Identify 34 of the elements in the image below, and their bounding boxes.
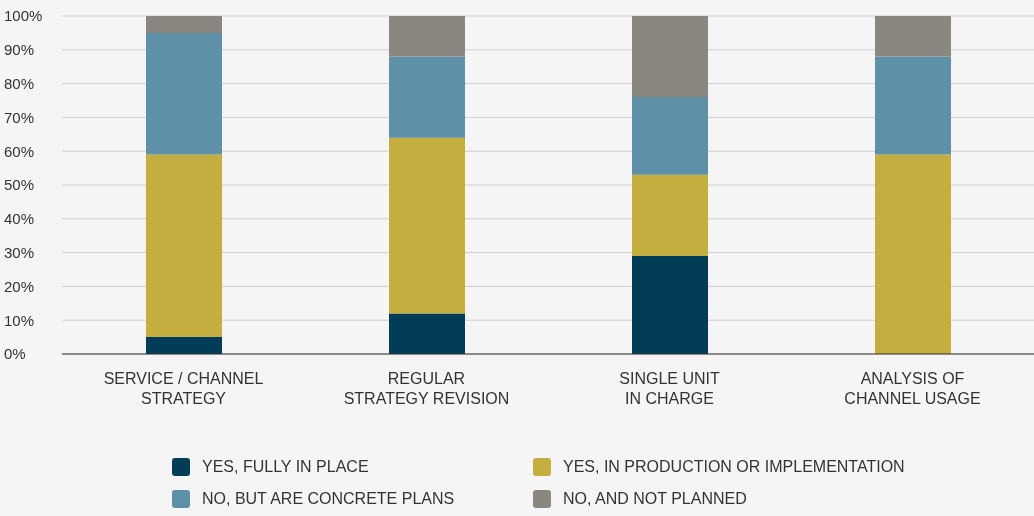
y-tick-label: 20% bbox=[4, 277, 35, 295]
y-tick-label: 0% bbox=[4, 345, 26, 363]
bar bbox=[389, 313, 465, 354]
x-tick-label: SINGLE UNIT IN CHARGE bbox=[619, 370, 720, 407]
y-tick-label: 100% bbox=[4, 7, 43, 25]
bar bbox=[146, 32, 222, 155]
legend-label: YES, FULLY IN PLACE bbox=[202, 458, 369, 476]
bar bbox=[146, 154, 222, 338]
bar bbox=[632, 16, 708, 98]
y-tick-label: 40% bbox=[4, 210, 35, 228]
bar bbox=[146, 337, 222, 354]
bar bbox=[389, 16, 465, 57]
legend-label: YES, IN PRODUCTION OR IMPLEMENTATION bbox=[563, 458, 905, 476]
bar bbox=[389, 56, 465, 138]
y-tick-label: 70% bbox=[4, 108, 35, 126]
legend-label: NO, BUT ARE CONCRETE PLANS bbox=[202, 490, 455, 508]
x-tick-label: ANALYSIS OF CHANNEL USAGE bbox=[844, 370, 981, 407]
bar bbox=[632, 255, 708, 354]
y-tick-label: 90% bbox=[4, 41, 35, 59]
bar bbox=[632, 174, 708, 256]
bar bbox=[146, 16, 222, 33]
y-tick-label: 60% bbox=[4, 142, 35, 160]
legend-label: NO, AND NOT PLANNED bbox=[563, 490, 747, 508]
y-tick-label: 50% bbox=[4, 176, 35, 194]
x-tick-label: SERVICE / CHANNEL STRATEGY bbox=[103, 370, 264, 407]
y-tick-label: 80% bbox=[4, 74, 35, 92]
y-tick-label: 30% bbox=[4, 243, 35, 261]
bar bbox=[632, 97, 708, 175]
bar bbox=[875, 56, 951, 155]
bar bbox=[875, 154, 951, 354]
bar bbox=[389, 137, 465, 314]
x-tick-label: REGULAR STRATEGY REVISION bbox=[343, 370, 510, 407]
bar bbox=[875, 16, 951, 57]
y-tick-label: 10% bbox=[4, 311, 35, 329]
